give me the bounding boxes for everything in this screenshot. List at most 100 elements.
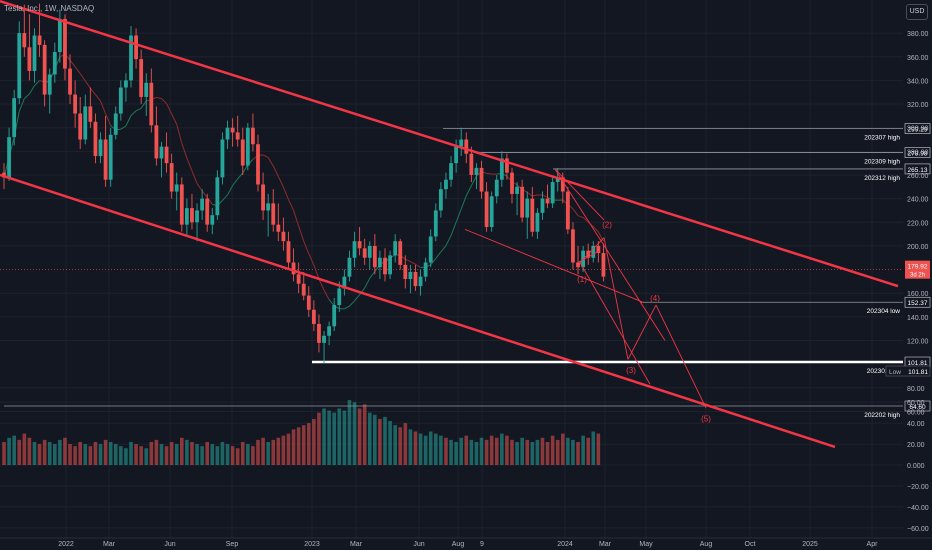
price-tick-label: 320.00 — [907, 102, 929, 109]
price-tick-label: 200.00 — [907, 244, 929, 251]
volume-bar — [474, 441, 479, 465]
candle-body — [418, 276, 423, 287]
volume-bar — [32, 441, 37, 465]
moving-average-segment — [140, 100, 147, 109]
candle-body — [596, 245, 601, 254]
moving-average-segment — [18, 98, 25, 112]
candle-body — [184, 208, 189, 225]
volume-bar — [469, 439, 474, 465]
level-tag: 278.98 — [908, 151, 928, 158]
candle-body — [83, 106, 88, 140]
volume-bar — [63, 437, 67, 465]
moving-average-segment — [344, 305, 350, 310]
moving-average-segment — [242, 164, 249, 174]
volume-bar — [103, 439, 108, 465]
candle-body — [565, 191, 570, 230]
moving-average-segment — [186, 158, 193, 171]
candle-body — [489, 196, 494, 228]
volume-bar — [93, 441, 98, 465]
candle-body — [235, 132, 240, 140]
volume-bar — [12, 435, 16, 465]
volume-bar — [383, 416, 387, 465]
low-badge-value: 101.81 — [908, 369, 928, 376]
volume-bar — [388, 421, 392, 465]
candle-body — [261, 184, 265, 211]
volume-bar — [2, 441, 6, 465]
volume-bar — [367, 412, 372, 465]
volume-bar — [413, 431, 418, 465]
volume-bar — [139, 446, 143, 465]
currency-button[interactable]: USD — [906, 4, 928, 20]
level-label: 202301 low — [867, 368, 901, 375]
moving-average-segment — [465, 185, 472, 197]
drawings: (1) (2) (3) (4) (5) — [0, 0, 899, 449]
volume-bar — [246, 444, 250, 465]
wave-label: (1) — [577, 275, 587, 284]
time-tick-label: Jun — [413, 541, 424, 548]
level-tag-box — [904, 123, 931, 134]
moving-average-segment — [445, 235, 452, 246]
volume-bar — [591, 431, 596, 465]
volume-bar — [164, 446, 169, 465]
candle-body — [505, 158, 509, 173]
volume-bar — [373, 414, 377, 465]
volume-bar — [439, 435, 443, 465]
candle-body — [530, 198, 535, 232]
moving-average-segment — [318, 278, 325, 291]
candle-body — [438, 189, 443, 211]
moving-average-segment — [542, 194, 548, 198]
time-tick-label: 9 — [480, 541, 484, 548]
candle-body — [459, 139, 464, 147]
candle-body — [225, 127, 230, 140]
volume-bar — [500, 433, 504, 465]
volume-bar — [215, 446, 220, 465]
candle-body — [454, 146, 459, 164]
volume-bars — [2, 400, 601, 465]
volume-bar — [220, 441, 225, 465]
time-tick-label: Oct — [745, 541, 756, 548]
candle-body — [540, 198, 545, 213]
candle-body — [291, 262, 296, 275]
volume-bar — [210, 444, 215, 465]
volume-bar — [332, 412, 336, 465]
moving-average-segment — [156, 96, 162, 100]
time-tick-label: Sep — [226, 541, 239, 548]
volume-bar — [378, 418, 382, 465]
wave-label: (4) — [650, 294, 660, 303]
volume-tick-label: 60.00 — [907, 400, 925, 407]
moving-average-segment — [125, 115, 132, 127]
candle-body — [169, 163, 174, 192]
candle-body — [479, 167, 484, 192]
volume-bar — [205, 441, 209, 465]
price-tick-label: 220.00 — [907, 220, 929, 227]
candle-body — [286, 241, 291, 263]
candle-body — [372, 245, 377, 268]
candle-body — [276, 224, 281, 232]
price-axis: 380.00 360.00 340.00 320.00 300.00 280.00 260.… — [905, 31, 930, 533]
candle-body — [571, 229, 575, 263]
candle-body — [449, 163, 453, 180]
channel-lower-line — [0, 173, 836, 449]
moving-average-segment — [100, 100, 107, 115]
time-tick-label: Mar — [599, 541, 612, 548]
volume-bar — [225, 444, 230, 465]
volume-bar — [159, 444, 164, 465]
moving-average-segment — [455, 208, 462, 223]
moving-average-segment — [201, 190, 208, 198]
volume-bar — [530, 441, 535, 465]
candle-body — [68, 68, 72, 95]
volume-bar — [37, 444, 42, 465]
moving-average-segment — [196, 183, 203, 192]
candle-body — [240, 139, 245, 166]
moving-average-segment — [308, 253, 315, 266]
moving-average-segment — [572, 208, 579, 216]
volume-bar — [119, 446, 123, 465]
volume-bar — [180, 437, 184, 465]
candle-body — [591, 245, 596, 258]
time-tick-label: 2022 — [58, 541, 74, 548]
moving-average-segment — [23, 93, 30, 99]
candle-body — [535, 212, 540, 232]
wave-line — [627, 304, 657, 360]
candle-body — [144, 82, 149, 97]
volume-bar — [403, 423, 408, 465]
